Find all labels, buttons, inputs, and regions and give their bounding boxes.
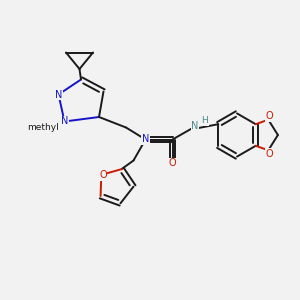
Text: N: N [191, 121, 199, 131]
Text: N: N [61, 116, 68, 127]
Text: O: O [169, 158, 176, 169]
Text: O: O [265, 111, 273, 121]
Text: methyl: methyl [28, 123, 59, 132]
Text: O: O [265, 149, 273, 159]
Text: methyl: methyl [44, 126, 48, 128]
Text: N: N [142, 134, 149, 145]
Text: O: O [99, 170, 106, 180]
Text: N: N [55, 89, 62, 100]
Text: H: H [202, 116, 208, 125]
